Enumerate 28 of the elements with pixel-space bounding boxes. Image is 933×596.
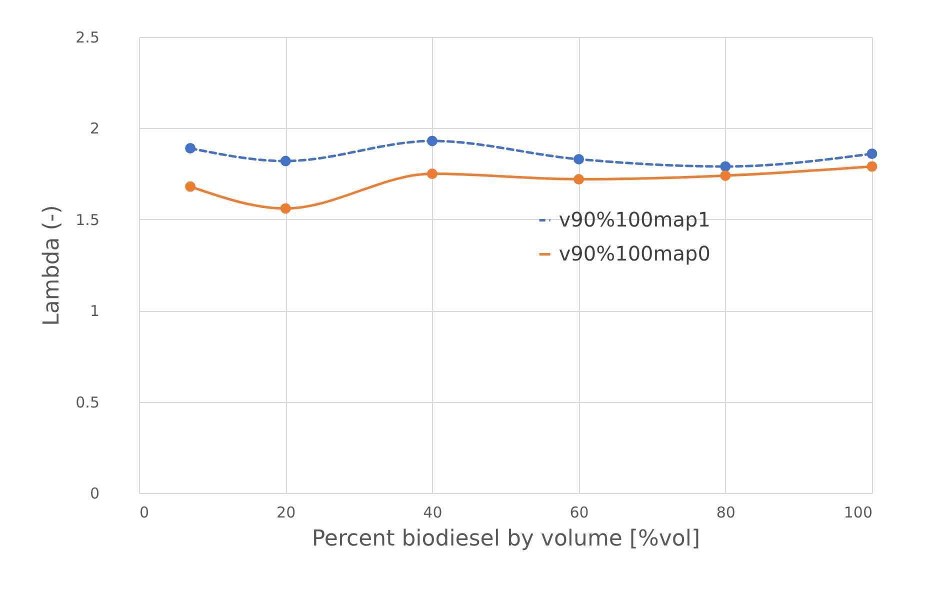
- point: [720, 170, 731, 181]
- x-tick-label: 80: [716, 504, 736, 522]
- y-tick-label: 0: [90, 484, 100, 502]
- point: [426, 168, 438, 180]
- point: [574, 174, 584, 185]
- point: [866, 148, 878, 159]
- point: [866, 161, 878, 172]
- x-tick-label: 100: [844, 504, 872, 522]
- y-tick-label: 1.5: [76, 210, 100, 229]
- point: [280, 156, 291, 166]
- point: [185, 181, 196, 192]
- point: [720, 161, 731, 172]
- y-tick-label: 2.5: [76, 28, 100, 46]
- y-tick-label: 2: [90, 120, 100, 138]
- legend-label: v90%100map1: [558, 207, 710, 232]
- y-tick-label: 0.5: [76, 393, 100, 412]
- point: [426, 136, 438, 146]
- point: [280, 203, 291, 214]
- y-axis-title: Lambda (-): [40, 205, 65, 326]
- x-axis-title: Percent biodiesel by volume [%vol]: [312, 526, 700, 552]
- point: [185, 143, 196, 154]
- point: [574, 154, 584, 164]
- legend-label: v90%100map0: [558, 241, 710, 266]
- x-tick-label: 60: [570, 504, 589, 522]
- y-tick-label: 1: [90, 302, 100, 320]
- x-tick-label: 40: [423, 504, 442, 522]
- x-tick-label: 0: [140, 504, 150, 522]
- x-tick-label: 20: [276, 504, 296, 522]
